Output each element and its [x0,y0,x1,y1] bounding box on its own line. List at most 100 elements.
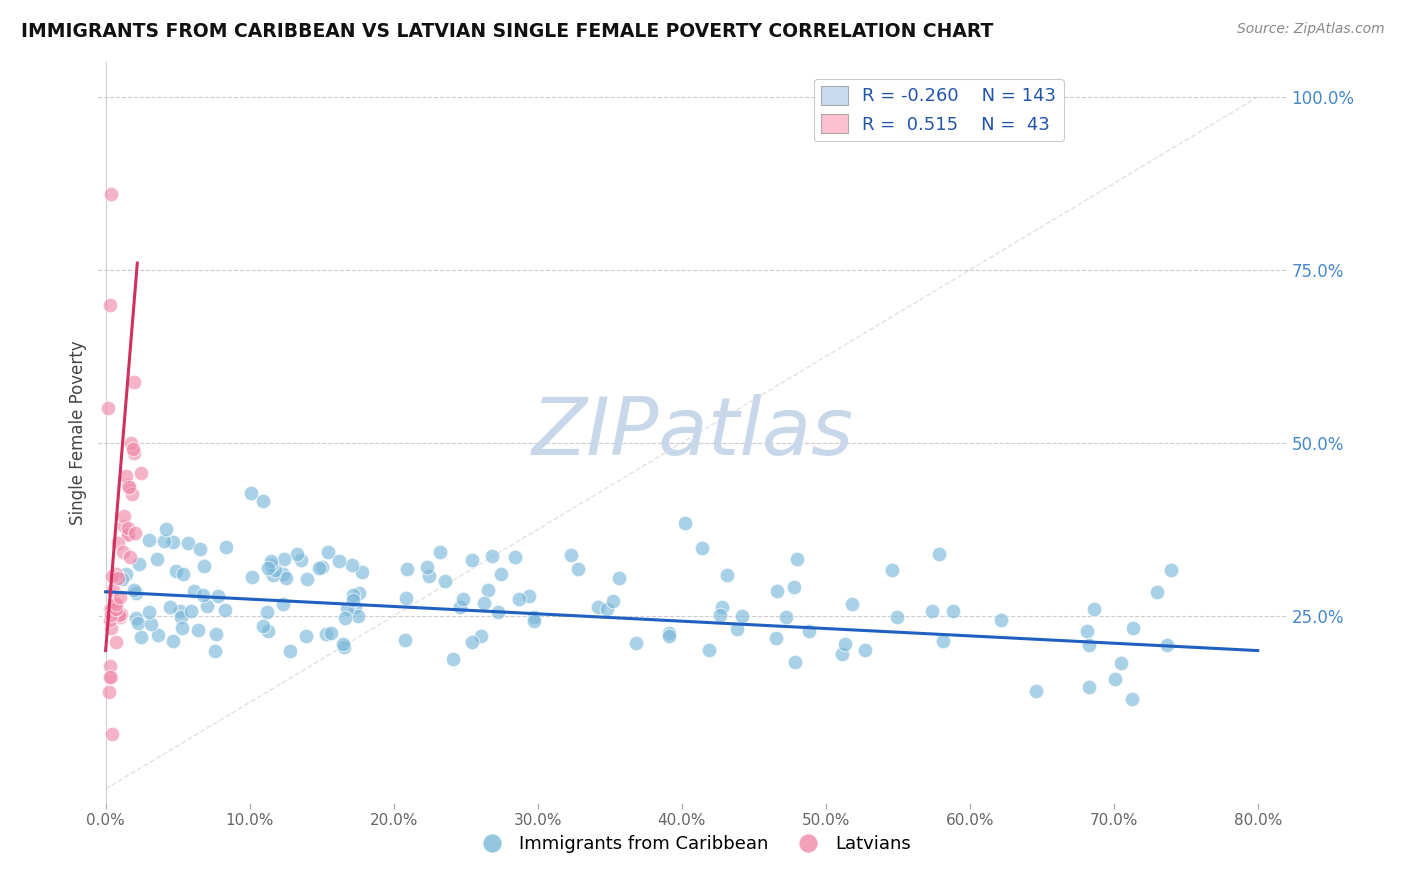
Point [782,580,804,594]
Point [172,566,194,581]
Point [1078,680,1101,694]
Point [183,584,205,599]
Point [193,559,215,574]
Text: IMMIGRANTS FROM CARIBBEAN VS LATVIAN SINGLE FEMALE POVERTY CORRELATION CHART: IMMIGRANTS FROM CARIBBEAN VS LATVIAN SIN… [21,22,994,41]
Point [105,566,128,581]
Point [107,536,129,550]
Point [311,559,333,574]
Point [207,590,229,604]
Point [560,548,582,562]
Point [98,670,121,684]
Point [117,528,139,542]
Point [103,597,125,611]
Point [125,611,148,625]
Text: ZIPatlas: ZIPatlas [531,393,853,472]
Point [1160,562,1182,576]
Point [395,591,418,605]
Point [240,486,263,500]
Point [775,610,797,624]
Point [139,617,162,632]
Point [716,568,738,582]
Point [295,572,318,586]
Point [797,624,820,638]
Point [461,635,484,649]
Point [319,626,342,640]
Point [121,435,143,450]
Point [108,608,131,623]
Y-axis label: Single Female Poverty: Single Female Poverty [69,341,87,524]
Point [418,569,440,583]
Point [523,614,546,628]
Point [165,564,187,578]
Point [152,533,174,548]
Point [98,659,121,673]
Point [100,670,122,684]
Point [131,630,153,644]
Point [332,637,354,651]
Point [1025,684,1047,698]
Point [193,588,215,602]
Point [162,633,184,648]
Point [155,522,177,536]
Point [343,600,366,615]
Point [725,622,748,636]
Point [101,582,124,597]
Point [105,602,128,616]
Point [97,685,120,699]
Point [101,726,124,740]
Point [205,627,228,641]
Point [1077,638,1099,652]
Point [112,508,135,523]
Point [121,487,143,501]
Point [122,582,145,597]
Point [215,540,238,554]
Point [278,644,301,658]
Text: Source: ZipAtlas.com: Source: ZipAtlas.com [1237,22,1385,37]
Point [1146,585,1168,599]
Point [316,545,339,559]
Point [127,615,149,630]
Point [114,469,136,483]
Point [169,604,191,618]
Point [100,621,122,635]
Point [853,643,876,657]
Point [602,594,624,608]
Point [673,516,696,530]
Point [97,401,120,416]
Point [831,647,853,661]
Point [257,624,280,638]
Point [315,627,337,641]
Point [834,637,856,651]
Point [101,569,124,583]
Point [709,608,731,623]
Point [115,567,138,582]
Point [886,610,908,624]
Point [508,591,530,606]
Point [110,607,132,622]
Point [697,643,720,657]
Point [112,519,135,533]
Point [396,562,419,576]
Point [990,613,1012,627]
Point [342,558,364,573]
Point [252,619,274,633]
Point [470,628,492,642]
Point [107,571,129,585]
Point [264,563,287,577]
Point [177,536,200,550]
Point [347,586,370,600]
Point [342,592,364,607]
Point [711,599,734,614]
Point [786,552,808,566]
Point [273,551,295,566]
Point [1121,692,1143,706]
Point [122,446,145,460]
Point [596,602,619,616]
Point [586,600,609,615]
Point [108,609,131,624]
Point [880,563,903,577]
Point [290,552,312,566]
Point [503,550,526,565]
Point [342,588,364,602]
Point [260,558,283,572]
